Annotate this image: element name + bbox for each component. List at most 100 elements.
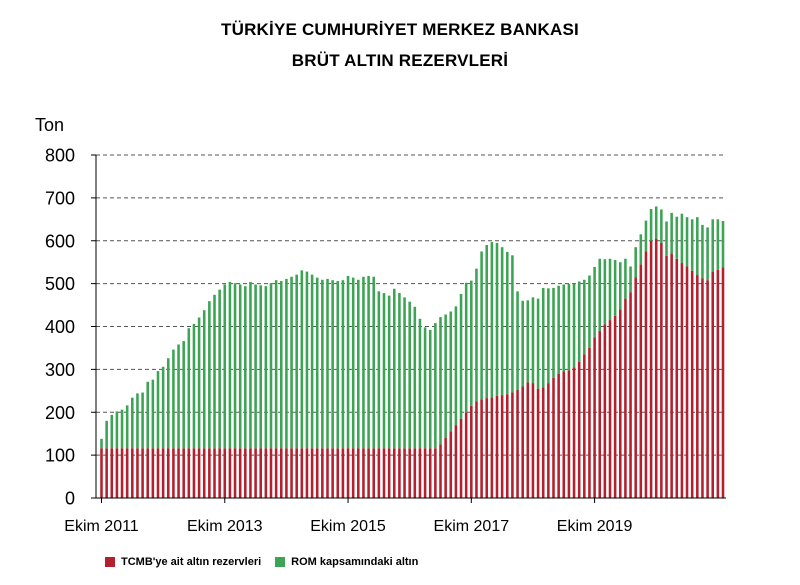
bar-tcmb [233, 448, 237, 498]
bar-rom [367, 275, 370, 449]
bar-tcmb [485, 398, 489, 498]
bar-rom [105, 420, 108, 449]
bar-tcmb [644, 251, 648, 498]
bar-tcmb [125, 448, 129, 498]
bar-tcmb [218, 448, 221, 498]
bar-tcmb [500, 395, 504, 498]
bar-tcmb [228, 448, 232, 498]
bar-tcmb [156, 448, 160, 498]
bar-rom [346, 275, 350, 449]
bar-tcmb [541, 387, 545, 498]
bar-tcmb [629, 292, 632, 498]
bar-rom [464, 282, 468, 413]
bar-tcmb [593, 337, 596, 498]
bar-rom [228, 281, 232, 449]
bar-tcmb [464, 412, 468, 498]
bar-rom [583, 279, 586, 355]
bar-tcmb [577, 361, 581, 498]
bar-rom [269, 283, 273, 449]
bar-rom [398, 293, 401, 449]
bar-tcmb [403, 448, 406, 498]
bar-rom [403, 297, 406, 449]
bar-tcmb [141, 448, 144, 498]
bar-rom [233, 283, 237, 449]
bar-tcmb [552, 377, 555, 498]
legend-item-rom: ROM kapsamındaki altın [275, 556, 418, 568]
y-tick-label: 400 [45, 317, 75, 337]
bar-rom [259, 285, 263, 449]
bar-rom [634, 247, 637, 278]
x-tick-label: Ekim 2015 [310, 518, 386, 535]
bar-tcmb [449, 431, 453, 498]
bar-tcmb [331, 448, 334, 498]
bar-tcmb [547, 383, 550, 498]
y-tick-label: 200 [45, 403, 75, 423]
bar-rom [279, 281, 283, 449]
bar-tcmb [680, 263, 684, 498]
y-tick-label: 100 [45, 446, 75, 466]
bar-rom [428, 329, 432, 449]
bar-tcmb [531, 383, 535, 498]
bar-tcmb [654, 238, 658, 499]
bar-tcmb [259, 448, 263, 498]
bar-rom [295, 274, 298, 449]
bar-tcmb [197, 448, 201, 498]
bar-tcmb [439, 444, 442, 498]
bar-rom [336, 281, 340, 449]
bar-tcmb [264, 448, 268, 498]
bar-rom [721, 221, 725, 268]
bar-tcmb [639, 264, 643, 498]
bar-tcmb [392, 448, 396, 498]
bar-rom [187, 328, 191, 449]
bar-tcmb [675, 258, 679, 498]
bar-tcmb [701, 278, 704, 498]
y-tick-label: 500 [45, 274, 75, 294]
bar-rom [141, 392, 144, 449]
y-tick-label: 700 [45, 188, 75, 208]
bar-tcmb [182, 448, 185, 498]
bar-rom [696, 217, 699, 276]
bar-tcmb [321, 448, 324, 498]
bar-tcmb [166, 448, 170, 498]
bar-rom [665, 221, 668, 256]
bar-rom [629, 266, 632, 293]
bar-tcmb [716, 269, 720, 498]
bar-rom [716, 219, 720, 270]
bar-tcmb [454, 425, 458, 498]
bar-rom [125, 405, 129, 449]
bar-rom [608, 258, 612, 321]
x-tick-label: Ekim 2019 [557, 518, 633, 535]
bar-tcmb [151, 448, 155, 498]
bar-tcmb [608, 320, 612, 498]
bar-tcmb [536, 388, 540, 498]
bar-tcmb [459, 418, 463, 498]
bar-rom [115, 411, 119, 449]
bar-rom [110, 414, 114, 449]
bar-rom [120, 409, 124, 449]
bar-tcmb [696, 275, 699, 498]
bar-rom [475, 268, 478, 402]
bar-tcmb [480, 399, 483, 498]
bar-tcmb [326, 448, 329, 498]
bar-tcmb [583, 354, 586, 498]
bar-tcmb [120, 448, 124, 498]
bar-tcmb [382, 448, 386, 498]
y-tick-label: 0 [65, 489, 75, 509]
bar-rom [413, 306, 417, 449]
bar-rom [536, 298, 540, 389]
bar-tcmb [115, 448, 119, 498]
bar-rom [223, 284, 227, 449]
bar-tcmb [495, 395, 499, 498]
bar-tcmb [511, 392, 514, 498]
bar-tcmb [290, 448, 293, 498]
y-tick-label: 800 [45, 146, 75, 166]
bar-rom [588, 275, 591, 348]
bar-rom [439, 317, 442, 445]
legend-swatch-rom [275, 557, 286, 567]
bar-rom [372, 276, 376, 449]
bar-rom [315, 277, 319, 449]
bar-rom [218, 289, 221, 449]
bar-rom [618, 262, 622, 310]
bar-tcmb [721, 267, 725, 498]
bar-rom [593, 266, 596, 338]
